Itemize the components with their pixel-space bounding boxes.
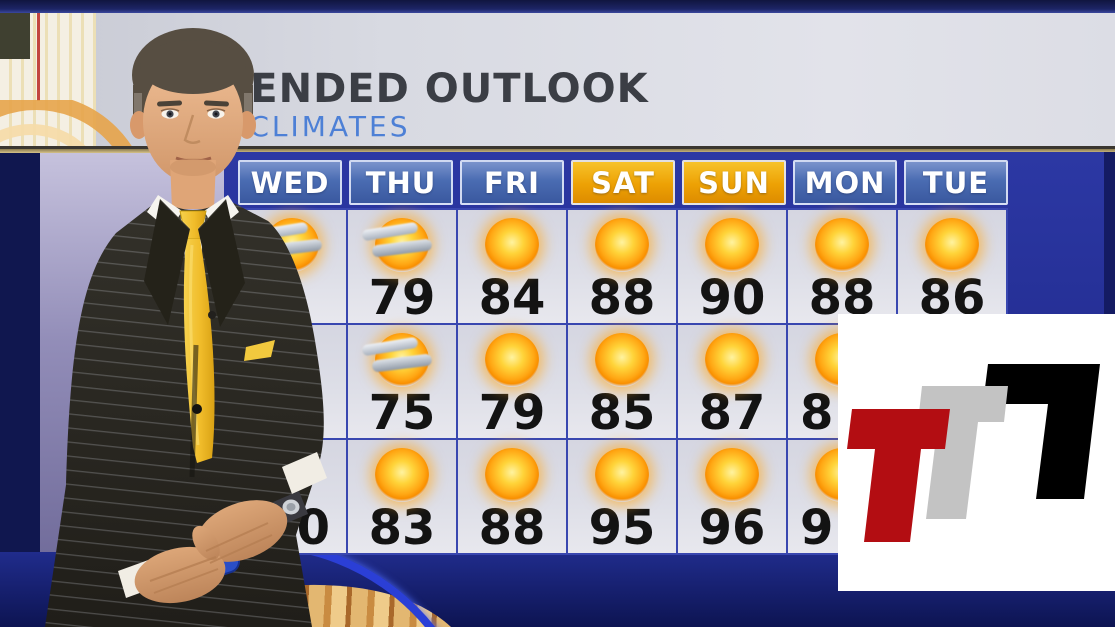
forecast-cell: 90 xyxy=(678,210,786,323)
temperature: 95 xyxy=(588,500,656,557)
day-header-tue: TUE xyxy=(904,160,1008,205)
pocket-square xyxy=(244,340,275,361)
forecast-header-row: WED THU FRI SAT SUN MON TUE xyxy=(238,160,1008,205)
studio-top-bar xyxy=(0,0,1115,13)
hands xyxy=(134,500,288,604)
logo-t-red xyxy=(847,409,950,542)
temperature: 83 xyxy=(368,500,436,557)
logo-t-gray xyxy=(918,386,1008,519)
temperature: 96 xyxy=(698,500,766,557)
weather-icon xyxy=(696,329,768,391)
wall-edge-shadow xyxy=(0,146,1115,149)
day-header-sat: SAT xyxy=(571,160,675,205)
weather-icon xyxy=(916,214,988,276)
sun-glyph xyxy=(595,218,649,272)
temperature: 8 xyxy=(800,385,834,442)
logo-t-black xyxy=(983,364,1100,499)
weather-icon xyxy=(586,214,658,276)
forecast-cell: 87 xyxy=(678,325,786,438)
forecast-cell: 75 xyxy=(348,325,456,438)
sun-glyph xyxy=(815,218,869,272)
sun-glyph xyxy=(485,218,539,272)
temperature: 75 xyxy=(368,385,436,442)
temperature: 85 xyxy=(588,385,656,442)
weather-icon xyxy=(476,214,548,276)
forecast-cell: 86 xyxy=(898,210,1006,323)
forecast-cell: 79 xyxy=(348,210,456,323)
weather-icon xyxy=(361,329,438,391)
forecast-cell: 84 xyxy=(458,210,566,323)
day-header-fri: FRI xyxy=(460,160,564,205)
lapel-mic xyxy=(208,311,216,319)
weather-icon xyxy=(696,214,768,276)
day-header-sun: SUN xyxy=(682,160,786,205)
studio-decor-dark-corner xyxy=(0,13,30,59)
weather-icon xyxy=(696,444,768,506)
weather-icon xyxy=(361,214,438,276)
temperature: 79 xyxy=(368,270,436,327)
weather-icon xyxy=(806,214,878,276)
temperature: 9 xyxy=(800,500,834,557)
weather-icon xyxy=(586,444,658,506)
forecast-cell: 88 xyxy=(458,440,566,553)
sun-glyph xyxy=(925,218,979,272)
station-logo-box xyxy=(838,314,1115,591)
temperature: 88 xyxy=(588,270,656,327)
weather-icon xyxy=(586,329,658,391)
sun-glyph xyxy=(375,448,429,502)
day-header-wed: WED xyxy=(238,160,342,205)
temperature: 84 xyxy=(478,270,546,327)
wall-edge-highlight xyxy=(0,149,1115,153)
forecast-cell: 96 xyxy=(678,440,786,553)
sun-glyph xyxy=(595,333,649,387)
weather-icon xyxy=(476,329,548,391)
shirt-cuff xyxy=(282,452,327,494)
ttt-logo xyxy=(847,364,1100,542)
weather-icon xyxy=(476,444,548,506)
page-title: TENDED OUTLOOK xyxy=(222,66,649,112)
sun-glyph xyxy=(705,333,759,387)
weatherman xyxy=(45,28,327,627)
studio-decor-red-line xyxy=(37,13,40,101)
sun-glyph xyxy=(705,448,759,502)
temperature: 90 xyxy=(698,270,766,327)
forecast-cell: 95 xyxy=(568,440,676,553)
temperature: 79 xyxy=(478,385,546,442)
temperature: 88 xyxy=(478,500,546,557)
forecast-cell: 88 xyxy=(568,210,676,323)
sun-glyph xyxy=(485,333,539,387)
forecast-cell: 79 xyxy=(458,325,566,438)
forecast-cell: 88 xyxy=(788,210,896,323)
temperature: 87 xyxy=(698,385,766,442)
day-header-thu: THU xyxy=(349,160,453,205)
day-header-mon: MON xyxy=(793,160,897,205)
sun-glyph xyxy=(705,218,759,272)
sun-glyph xyxy=(485,448,539,502)
sun-glyph xyxy=(595,448,649,502)
weather-icon xyxy=(366,444,438,506)
forecast-cell: 83 xyxy=(348,440,456,553)
forecast-cell: 85 xyxy=(568,325,676,438)
